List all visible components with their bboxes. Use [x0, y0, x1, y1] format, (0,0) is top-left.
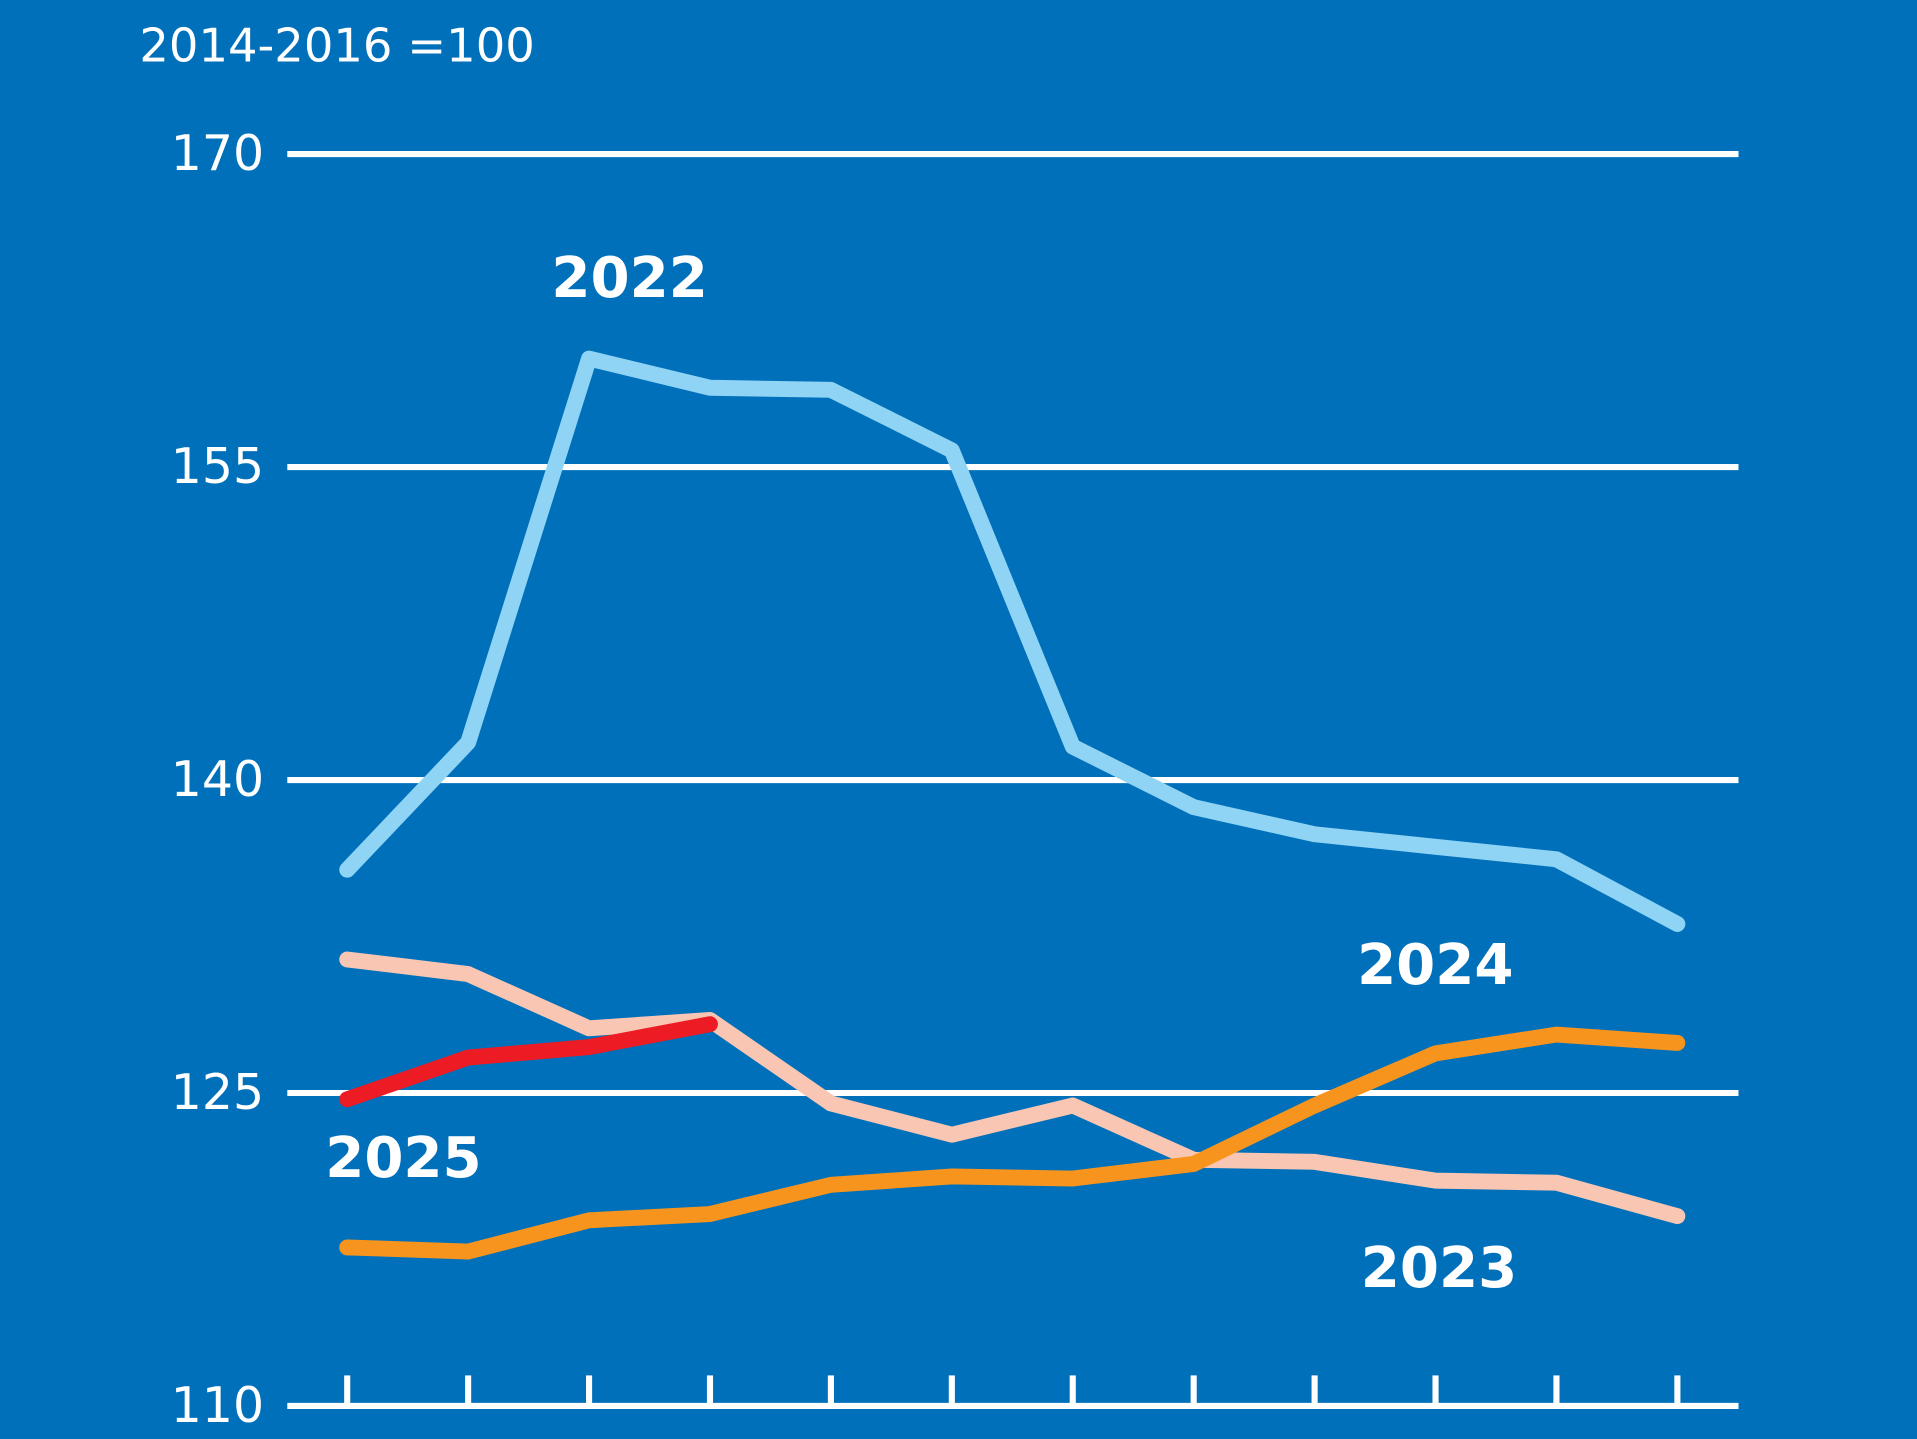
- y-tick-label: 170: [171, 125, 264, 182]
- series-label: 2023: [1361, 1236, 1517, 1301]
- y-tick-label: 125: [171, 1064, 264, 1121]
- y-axis-label: 2014-2016 =100: [139, 18, 534, 72]
- y-tick-label: 140: [171, 751, 264, 808]
- series-line: [339, 350, 1686, 932]
- series-line: [339, 1016, 718, 1108]
- series-label: 2025: [325, 1126, 481, 1191]
- y-tick-label: 110: [171, 1377, 264, 1434]
- series-line: [339, 1026, 1686, 1260]
- series-line: [339, 951, 1686, 1225]
- y-tick-label: 155: [171, 438, 264, 495]
- series-label: 2024: [1357, 933, 1513, 998]
- series-label: 2022: [551, 246, 707, 311]
